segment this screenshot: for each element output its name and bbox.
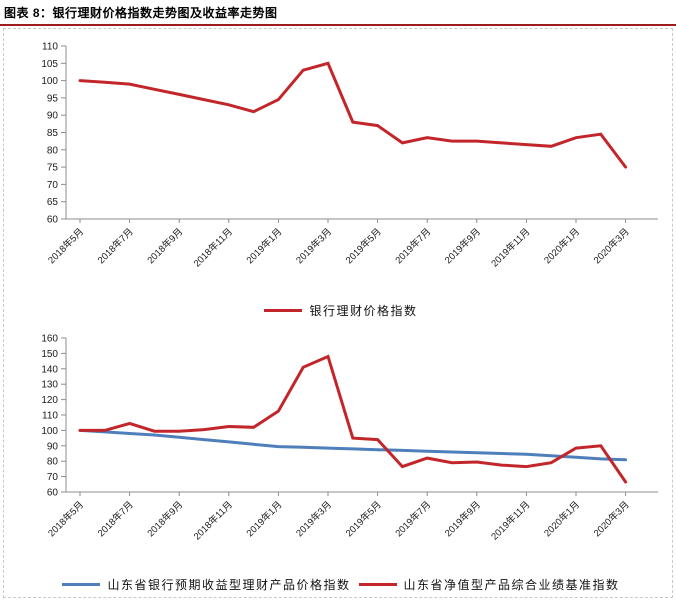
x-tick-label: 2019年3月 <box>294 499 335 540</box>
legend-item: 山东省净值型产品综合业绩基准指数 <box>358 576 620 593</box>
x-tick-label: 2018年11月 <box>191 499 235 543</box>
y-tick-label: 60 <box>47 215 59 226</box>
bottom-chart-legend: 山东省银行预期收益型理财产品价格指数 山东省净值型产品综合业绩基准指数 <box>10 576 672 592</box>
y-tick-label: 100 <box>41 426 58 437</box>
series-line-1-0 <box>78 428 628 462</box>
x-tick-label: 2018年9月 <box>145 226 186 267</box>
y-tick-label: 85 <box>47 128 59 139</box>
figure-title: 图表 8：银行理财价格指数走势图及收益率走势图 <box>4 6 278 20</box>
x-tick-label: 2018年5月 <box>46 226 87 267</box>
x-tick-label: 2019年5月 <box>343 499 384 540</box>
x-tick-label: 2019年9月 <box>442 226 483 267</box>
x-tick-label: 2018年7月 <box>95 499 136 540</box>
series-line-1-1 <box>78 354 628 484</box>
series-line-0-0 <box>78 61 628 169</box>
blue-line-legend-icon <box>62 582 101 586</box>
legend-item: 银行理财价格指数 <box>264 302 417 319</box>
x-tick-label: 2019年1月 <box>244 226 285 267</box>
x-tick-label: 2020年3月 <box>591 499 632 540</box>
x-tick-label: 2019年3月 <box>294 226 335 267</box>
x-tick-label: 2019年11月 <box>489 226 533 270</box>
y-tick-label: 160 <box>41 334 58 345</box>
y-tick-label: 140 <box>41 364 58 375</box>
y-tick-label: 120 <box>41 395 58 406</box>
x-tick-label: 2019年5月 <box>343 226 384 267</box>
y-tick-label: 95 <box>47 93 59 104</box>
x-tick-label: 2019年9月 <box>442 499 483 540</box>
x-tick-label: 2018年7月 <box>95 226 136 267</box>
y-tick-label: 110 <box>42 42 58 53</box>
y-tick-label: 90 <box>47 111 59 122</box>
y-tick-label: 60 <box>47 488 59 499</box>
y-tick-label: 75 <box>47 163 59 174</box>
y-tick-label: 70 <box>47 180 59 191</box>
y-tick-label: 80 <box>47 457 59 468</box>
top-chart-legend: 银行理财价格指数 <box>10 302 672 318</box>
legend-label: 山东省银行预期收益型理财产品价格指数 <box>107 577 351 592</box>
x-tick-label: 2018年5月 <box>46 499 87 540</box>
x-tick-label: 2020年1月 <box>542 226 583 267</box>
y-tick-label: 100 <box>41 76 58 87</box>
red-line-legend-icon <box>264 308 303 312</box>
y-tick-label: 150 <box>41 349 58 360</box>
x-tick-label: 2020年3月 <box>591 226 632 267</box>
chart-panel: 60 65 70 75 80 85 90 95 100 105 110 2018年5月 2018年7月 2… <box>3 28 673 598</box>
y-tick-label: 110 <box>42 411 58 422</box>
x-tick-label: 2019年7月 <box>393 226 434 267</box>
title-rule <box>0 24 676 26</box>
x-tick-label: 2018年9月 <box>145 499 186 540</box>
red-line-legend-icon <box>358 582 397 586</box>
x-tick-label: 2019年1月 <box>244 499 285 540</box>
y-tick-label: 130 <box>41 380 58 391</box>
x-tick-label: 2019年11月 <box>489 499 533 543</box>
y-tick-label: 70 <box>47 472 59 483</box>
x-tick-label: 2019年7月 <box>393 499 434 540</box>
x-tick-label: 2020年1月 <box>542 499 583 540</box>
y-tick-label: 105 <box>41 59 58 70</box>
y-tick-label: 90 <box>47 441 59 452</box>
y-tick-label: 80 <box>47 145 59 156</box>
legend-item: 山东省银行预期收益型理财产品价格指数 <box>62 576 350 593</box>
y-tick-label: 65 <box>47 197 59 208</box>
x-tick-label: 2018年11月 <box>191 226 235 270</box>
legend-label: 山东省净值型产品综合业绩基准指数 <box>403 577 620 592</box>
legend-label: 银行理财价格指数 <box>309 303 418 318</box>
